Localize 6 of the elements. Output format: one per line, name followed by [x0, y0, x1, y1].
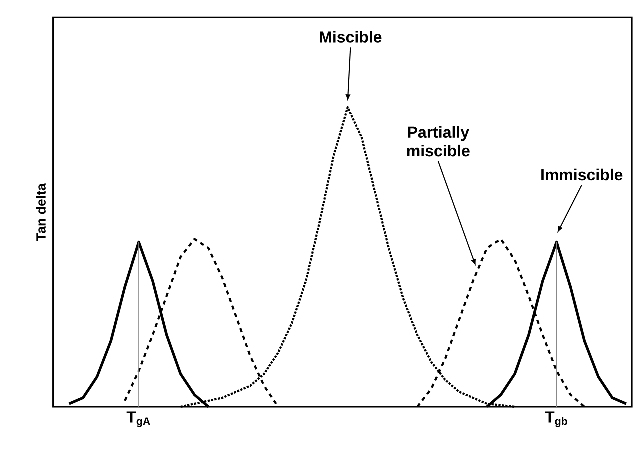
- category-label: T$_{gb}$: [545, 412, 568, 428]
- y-axis-title: Tan delta: [36, 183, 46, 241]
- annotation: Immiscible: [542, 168, 623, 181]
- text: Miscible: [320, 31, 382, 43]
- annotation: Partially miscible: [407, 126, 470, 157]
- category-label: T$_{gA}$: [126, 412, 150, 428]
